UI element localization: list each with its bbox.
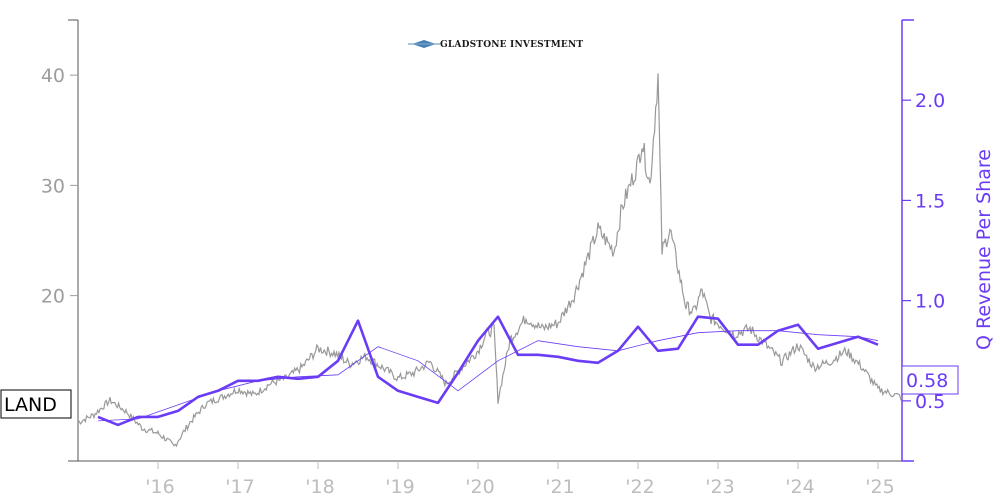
revenue-average-series xyxy=(97,330,879,422)
x-tick-label: '21 xyxy=(545,476,574,498)
revenue-average-line xyxy=(97,330,879,422)
ticker-frame xyxy=(0,389,72,419)
x-tick-label: '20 xyxy=(465,476,494,498)
x-tick-label: '19 xyxy=(385,476,414,498)
ticker-text: LAND xyxy=(4,394,57,416)
x-tick-label: '25 xyxy=(865,476,894,498)
right-axis-title: Q Revenue Per Share xyxy=(973,149,995,350)
x-tick-label: '16 xyxy=(145,476,174,498)
x-tick-label: '18 xyxy=(305,476,334,498)
x-tick-label: '23 xyxy=(705,476,734,498)
last-value-label: 0.58 xyxy=(901,365,959,395)
left-tick-label: 20 xyxy=(41,286,65,308)
ticker-label: LAND xyxy=(0,389,72,419)
price-series xyxy=(77,73,903,448)
left-tick-label: 30 xyxy=(41,175,65,197)
x-tick-label: '22 xyxy=(625,476,654,498)
price-line xyxy=(77,73,903,448)
x-tick-label: '17 xyxy=(225,476,254,498)
x-tick-label: '24 xyxy=(785,476,814,498)
right-tick-label: 1.0 xyxy=(915,291,945,313)
right-tick-label: 0.5 xyxy=(915,391,945,413)
axes: 20 30 40 0.5 1.0 1.5 2.0 '16 '17 '18 '19 '20 '21 '22 '… xyxy=(41,19,995,498)
revenue-line xyxy=(97,315,879,427)
right-tick-label: 2.0 xyxy=(915,90,945,112)
last-value-text: 0.58 xyxy=(906,370,948,392)
last-value-frame xyxy=(901,365,959,395)
right-tick-label: 1.5 xyxy=(915,190,945,212)
revenue-series xyxy=(97,315,879,427)
logo-text: GLADSTONE INVESTMENT xyxy=(440,40,583,50)
left-tick-label: 40 xyxy=(41,65,65,87)
company-logo: GLADSTONE INVESTMENT xyxy=(408,40,583,50)
